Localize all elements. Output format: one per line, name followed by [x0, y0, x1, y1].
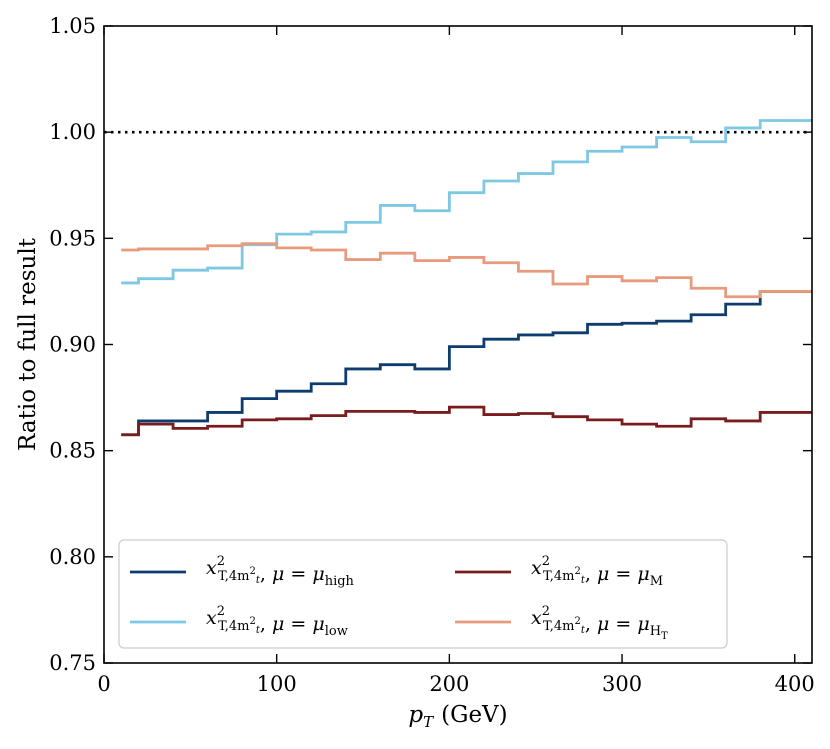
- series-line-mu_HT: [121, 242, 812, 299]
- x-axis-label-unit: (GeV): [441, 702, 508, 728]
- x-tick-label: 0: [97, 672, 110, 696]
- y-tick-label: 0.95: [49, 226, 96, 250]
- y-tick-label: 0.75: [49, 651, 96, 675]
- axis-labels: Ratio to full result pT (GeV): [15, 237, 508, 731]
- x-axis-label-sub: T: [423, 713, 434, 731]
- legend-label-mu_HT: x2 T,4m2t, μ = μHT: [531, 604, 668, 642]
- legend-label-mu_M: x2 T,4m2t, μ = μM: [531, 554, 663, 589]
- legend-label-mu_high: x2 T,4m2t, μ = μhigh: [206, 554, 355, 589]
- legend-box: [118, 539, 728, 649]
- ticks-group: 0 100 200 300 400 0.75 0.80 0.85 0.90 0.95 1.00 1.0…: [49, 14, 815, 696]
- x-axis-label: pT (GeV): [408, 702, 507, 731]
- y-tick-label: 0.90: [49, 333, 96, 357]
- x-tick-label: 300: [602, 672, 642, 696]
- legend: x2 T,4m2t, μ = μhigh x2 T,4m2t, μ = μM x2 T,4…: [118, 539, 728, 649]
- x-tick-label: 200: [429, 672, 469, 696]
- y-axis-label: Ratio to full result: [15, 237, 41, 451]
- series-line-mu_low: [121, 119, 812, 285]
- x-axis-label-main: p: [408, 702, 423, 728]
- legend-label-mu_low: x2 T,4m2t, μ = μlow: [206, 604, 348, 639]
- y-tick-label: 1.00: [49, 120, 96, 144]
- x-tick-label: 100: [257, 672, 297, 696]
- series-line-mu_high: [121, 290, 812, 437]
- x-tick-label: 400: [775, 672, 815, 696]
- y-tick-label: 0.80: [49, 545, 96, 569]
- series-group: [121, 119, 812, 437]
- y-tick-label: 1.05: [49, 14, 96, 38]
- series-line-mu_M: [121, 405, 812, 437]
- y-tick-label: 0.85: [49, 439, 96, 463]
